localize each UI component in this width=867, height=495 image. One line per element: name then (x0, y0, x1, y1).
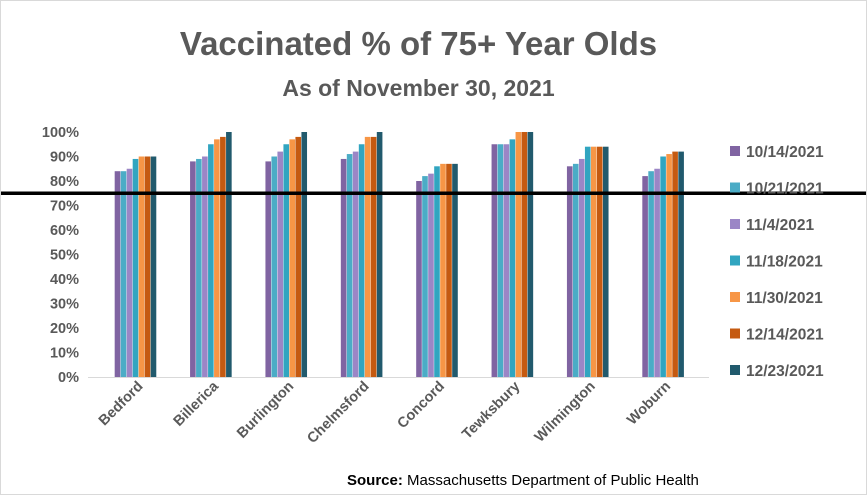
x-tick-label: Chelmsford (304, 379, 372, 447)
bar (666, 154, 672, 377)
source-label: Source: (347, 472, 403, 489)
bar (301, 132, 308, 377)
x-tick-label: Bedford (96, 379, 147, 430)
legend-swatch (730, 182, 740, 193)
y-tick-label: 0% (58, 370, 79, 386)
bar (422, 176, 428, 377)
bar (277, 151, 284, 377)
y-tick-label: 70% (50, 199, 79, 215)
source-note: Source: Massachusetts Department of Publ… (347, 472, 699, 489)
legend-swatch (730, 328, 740, 339)
legend-label: 10/14/2021 (746, 144, 824, 161)
bar (190, 161, 196, 377)
bar (452, 163, 458, 377)
bar (491, 144, 498, 377)
bar (642, 176, 648, 377)
bar (340, 158, 347, 377)
x-tick-label: Concord (395, 379, 448, 432)
bar (196, 158, 202, 377)
bar (509, 139, 516, 377)
bar (295, 136, 302, 377)
y-tick-label: 90% (50, 150, 79, 166)
bar (226, 132, 232, 377)
bar (446, 163, 452, 377)
legend-swatch (730, 219, 740, 229)
legend-swatch (730, 255, 740, 266)
bar (120, 171, 127, 377)
bar (364, 136, 371, 377)
legend-label: 12/23/2021 (746, 363, 824, 380)
bar (602, 146, 609, 377)
bar (566, 166, 573, 377)
bar (660, 156, 666, 377)
bar (521, 132, 528, 377)
y-tick-label: 40% (50, 272, 79, 288)
bar (126, 168, 133, 377)
legend-label: 12/14/2021 (746, 327, 824, 344)
bar (434, 166, 440, 377)
y-tick-label: 80% (50, 174, 79, 190)
bar (271, 156, 278, 377)
bar (416, 181, 422, 377)
bar (590, 146, 597, 377)
bar (265, 161, 272, 377)
bar (346, 154, 353, 377)
bar (132, 158, 139, 377)
bar (440, 163, 446, 377)
y-tick-label: 30% (50, 297, 79, 313)
bar (114, 171, 121, 377)
bar (202, 156, 208, 377)
bar (578, 158, 585, 377)
legend-swatch (730, 146, 740, 156)
bar (515, 132, 522, 377)
bar (654, 168, 660, 377)
y-tick-label: 100% (42, 125, 79, 141)
x-tick-label: Burlington (234, 379, 297, 442)
chart-title: Vaccinated % of 75+ Year Olds (179, 25, 658, 62)
y-tick-label: 60% (50, 223, 79, 239)
bar (289, 139, 296, 377)
x-tick-label: Woburn (624, 379, 674, 429)
bar (503, 144, 510, 377)
chart-subtitle: As of November 30, 2021 (282, 75, 555, 101)
bar (596, 146, 603, 377)
y-tick-label: 10% (50, 346, 79, 362)
bar (220, 136, 226, 377)
legend-swatch (730, 292, 740, 302)
source-text: Massachusetts Department of Public Healt… (407, 472, 699, 489)
bar (150, 156, 157, 377)
x-tick-label: Tewksbury (459, 379, 523, 443)
bar (358, 144, 365, 377)
bar (208, 144, 214, 377)
bar (527, 132, 534, 377)
bar (138, 156, 145, 377)
bar (376, 132, 383, 377)
bar (352, 151, 359, 377)
bar (678, 151, 684, 377)
bar (648, 171, 654, 377)
bar (283, 144, 290, 377)
x-tick-label: Wilmington (532, 379, 599, 446)
x-tick-label: Billerica (171, 378, 223, 430)
bar (572, 163, 579, 377)
legend-swatch (730, 365, 740, 375)
bar (370, 136, 377, 377)
bar (584, 146, 591, 377)
legend-label: 11/4/2021 (746, 217, 814, 234)
bar (144, 156, 151, 377)
bar (428, 173, 434, 377)
chart-plot: 0% 10% 20% 30% 40% 50% 60% 70% 80% 90% 100% Bedford… (1, 125, 866, 447)
bar (672, 151, 678, 377)
legend-label: 11/18/2021 (746, 254, 823, 271)
bar (214, 139, 220, 377)
legend-label: 11/30/2021 (746, 290, 823, 307)
y-tick-label: 50% (50, 248, 79, 264)
y-tick-label: 20% (50, 321, 79, 337)
legend-label: 10/21/2021 (746, 181, 824, 198)
bar (497, 144, 504, 377)
